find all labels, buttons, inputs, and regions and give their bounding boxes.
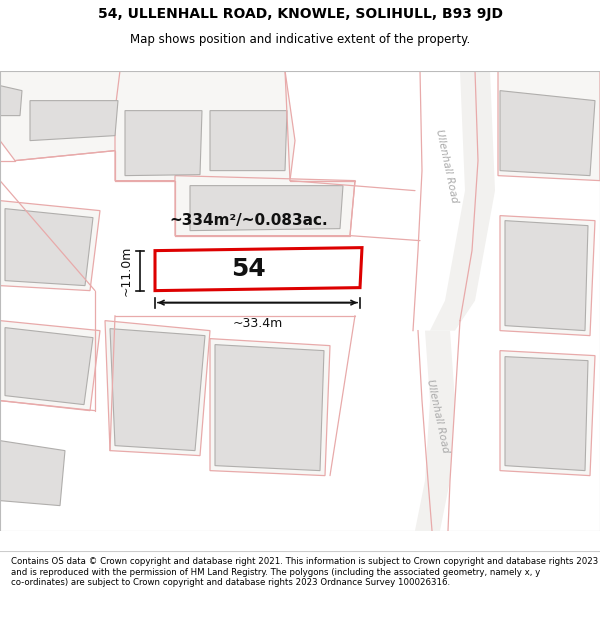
Polygon shape [190,186,343,231]
Polygon shape [500,351,595,476]
Polygon shape [215,344,324,471]
Polygon shape [0,86,22,116]
Text: 54, ULLENHALL ROAD, KNOWLE, SOLIHULL, B93 9JD: 54, ULLENHALL ROAD, KNOWLE, SOLIHULL, B9… [97,7,503,21]
Polygon shape [498,71,600,181]
Polygon shape [500,216,595,336]
Polygon shape [5,328,93,404]
Polygon shape [115,71,295,181]
Polygon shape [105,321,210,456]
Text: Ullenhall Road: Ullenhall Road [434,128,460,203]
Polygon shape [110,329,205,451]
Polygon shape [5,209,93,286]
Text: Contains OS data © Crown copyright and database right 2021. This information is : Contains OS data © Crown copyright and d… [11,557,598,587]
Text: Map shows position and indicative extent of the property.: Map shows position and indicative extent… [130,32,470,46]
Text: Ullenhall Road: Ullenhall Road [425,378,451,453]
Polygon shape [505,221,588,331]
Polygon shape [155,248,362,291]
Polygon shape [0,201,100,291]
Polygon shape [30,101,118,141]
Text: ~33.4m: ~33.4m [232,317,283,329]
Polygon shape [210,111,287,171]
Polygon shape [0,71,175,161]
Polygon shape [210,339,330,476]
Text: 54: 54 [231,257,266,281]
Polygon shape [175,176,355,236]
Polygon shape [500,91,595,176]
Text: ~11.0m: ~11.0m [120,246,133,296]
Polygon shape [410,331,455,531]
Polygon shape [505,357,588,471]
Polygon shape [125,111,202,176]
Polygon shape [0,441,65,506]
Text: ~334m²/~0.083ac.: ~334m²/~0.083ac. [169,213,328,228]
Polygon shape [0,321,100,411]
Polygon shape [415,71,495,331]
